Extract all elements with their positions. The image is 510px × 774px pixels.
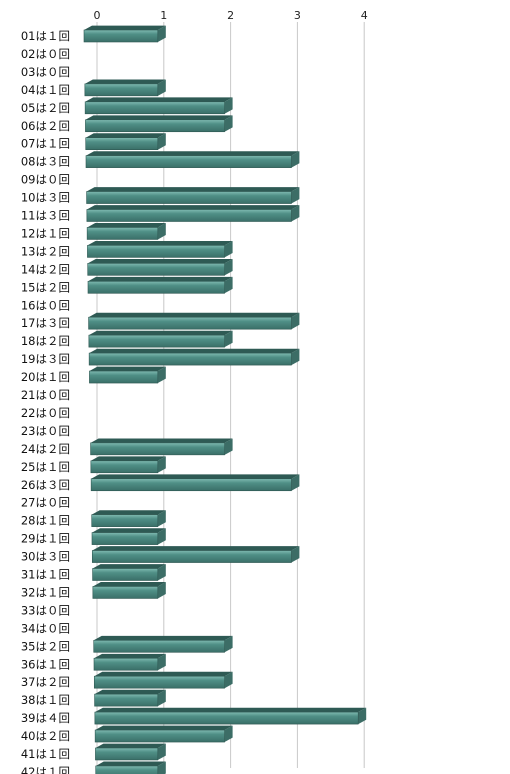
bar xyxy=(93,635,233,653)
category-label: 34は０回 xyxy=(21,621,70,635)
category-label: 06は２回 xyxy=(21,119,70,133)
bar xyxy=(95,743,166,761)
category-label: 14は２回 xyxy=(21,262,70,276)
bar xyxy=(87,241,233,258)
bar xyxy=(94,689,166,707)
category-label: 35は２回 xyxy=(21,639,70,653)
category-label: 30は３回 xyxy=(21,550,70,564)
category-label: 26は３回 xyxy=(21,478,70,492)
category-label: 19は３回 xyxy=(21,352,70,366)
category-label: 27は０回 xyxy=(21,496,70,510)
bar xyxy=(85,115,233,133)
category-label: 20は１回 xyxy=(21,370,70,384)
category-label: 25は１回 xyxy=(21,460,70,474)
bar xyxy=(85,133,166,150)
category-label: 01は１回 xyxy=(21,29,70,43)
category-label: 36は１回 xyxy=(21,657,70,671)
category-label: 42は１回 xyxy=(21,765,70,774)
category-label: 07は１回 xyxy=(21,137,70,151)
category-label: 10は３回 xyxy=(21,191,70,205)
category-label: 09は０回 xyxy=(21,173,70,187)
category-label: 38は１回 xyxy=(21,693,70,707)
bar xyxy=(88,312,300,330)
x-tick-label-4: 4 xyxy=(361,9,368,22)
category-label: 11は３回 xyxy=(21,209,70,223)
category-label: 21は０回 xyxy=(21,388,70,402)
bar xyxy=(91,546,300,563)
x-tick-label-1: 1 xyxy=(160,9,167,22)
bar xyxy=(89,366,166,384)
bar xyxy=(92,582,166,599)
category-label: 03は０回 xyxy=(21,65,70,79)
bar xyxy=(95,761,166,774)
category-label: 41は１回 xyxy=(21,747,70,761)
bar xyxy=(87,276,233,294)
bar xyxy=(88,348,300,366)
x-tick-label-0: 0 xyxy=(94,9,101,22)
bar xyxy=(84,79,166,97)
bar xyxy=(94,725,233,743)
bar xyxy=(86,205,300,222)
bar xyxy=(90,456,166,474)
x-axis-ticks: 0 1 2 3 4 xyxy=(94,9,368,22)
category-label: 37は２回 xyxy=(21,675,70,689)
bar xyxy=(85,151,300,168)
category-label: 16は０回 xyxy=(21,298,70,312)
category-label: 04は１回 xyxy=(21,83,70,97)
category-label: 02は０回 xyxy=(21,47,70,61)
category-label: 31は１回 xyxy=(21,568,70,582)
category-label: 18は２回 xyxy=(21,334,70,348)
x-tick-label-3: 3 xyxy=(294,9,301,22)
bar xyxy=(84,97,233,115)
category-label: 23は０回 xyxy=(21,424,70,438)
category-label: 39は４回 xyxy=(21,711,70,725)
bar xyxy=(93,653,166,671)
category-label: 12は１回 xyxy=(21,226,70,240)
bar xyxy=(86,187,300,204)
category-label: 40は２回 xyxy=(21,729,70,743)
bar xyxy=(91,528,166,545)
bar xyxy=(93,671,233,689)
bar xyxy=(86,223,166,240)
bar xyxy=(87,258,233,276)
bar xyxy=(88,330,233,348)
bar xyxy=(91,510,166,527)
category-label: 13は２回 xyxy=(21,244,70,258)
category-label: 32は１回 xyxy=(21,585,70,599)
bars xyxy=(83,25,367,774)
category-label: 29は１回 xyxy=(21,532,70,546)
bar xyxy=(83,25,166,43)
category-label: 24は２回 xyxy=(21,442,70,456)
bar xyxy=(94,707,367,725)
category-labels: 01は１回 02は０回 03は０回 04は１回 05は２回 06は２回 07は１回 08は３回… xyxy=(21,29,70,774)
category-label: 22は０回 xyxy=(21,406,70,420)
bar xyxy=(92,564,166,581)
bar xyxy=(90,474,300,492)
category-label: 08は３回 xyxy=(21,155,70,169)
category-label: 17は３回 xyxy=(21,316,70,330)
bar xyxy=(90,438,233,456)
x-tick-label-2: 2 xyxy=(227,9,234,22)
category-label: 33は０回 xyxy=(21,603,70,617)
category-label: 28は１回 xyxy=(21,514,70,528)
category-label: 05は２回 xyxy=(21,101,70,115)
category-label: 15は２回 xyxy=(21,280,70,294)
